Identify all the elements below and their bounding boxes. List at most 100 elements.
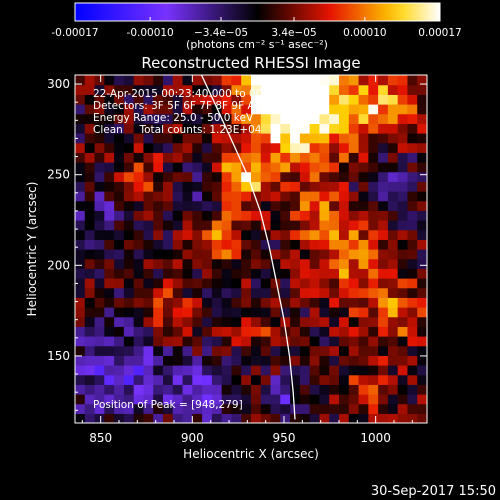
heatmap-cell: [378, 162, 389, 173]
heatmap-cell: [182, 336, 193, 347]
heatmap-cell: [231, 220, 242, 231]
heatmap-cell: [133, 133, 145, 144]
heatmap-cell: [378, 336, 389, 347]
heatmap-cell: [114, 326, 125, 337]
heatmap-cell: [221, 258, 233, 269]
heatmap-cell: [397, 239, 409, 250]
heatmap-cell: [339, 191, 350, 202]
heatmap-cell: [114, 113, 125, 124]
heatmap-cell: [368, 162, 379, 173]
heatmap-cell: [182, 365, 193, 376]
heatmap-cell: [211, 345, 223, 356]
heatmap-cell: [299, 123, 311, 134]
heatmap-cell: [348, 152, 360, 163]
heatmap-cell: [251, 133, 262, 144]
heatmap-cell: [339, 123, 350, 134]
heatmap-cell: [182, 413, 193, 423]
heatmap-cell: [211, 94, 223, 105]
heatmap-cell: [202, 220, 213, 231]
heatmap-cell: [251, 162, 262, 173]
heatmap-cell: [358, 336, 369, 347]
heatmap-cell: [75, 278, 86, 289]
heatmap-cell: [358, 287, 369, 298]
heatmap-cell: [241, 84, 252, 95]
heatmap-cell: [417, 258, 427, 269]
heatmap-cell: [94, 394, 105, 405]
heatmap-cell: [378, 210, 389, 221]
heatmap-cell: [339, 181, 350, 192]
heatmap-cell: [172, 239, 184, 250]
heatmap-cell: [123, 336, 135, 347]
heatmap-cell: [348, 345, 360, 356]
heatmap-cell: [270, 403, 281, 414]
heatmap-cell: [358, 171, 369, 182]
heatmap-cell: [163, 374, 174, 385]
heatmap-cell: [290, 123, 301, 134]
heatmap-cell: [290, 142, 301, 153]
heatmap-cell: [339, 365, 350, 376]
heatmap-cell: [397, 287, 409, 298]
heatmap-cell: [84, 365, 96, 376]
x-tick-label: 900: [181, 431, 204, 445]
heatmap-cell: [260, 374, 272, 385]
heatmap-cell: [368, 239, 379, 250]
heatmap-cell: [75, 162, 86, 173]
heatmap-cell: [114, 239, 125, 250]
heatmap-cell: [387, 84, 399, 95]
heatmap-cell: [172, 171, 184, 182]
heatmap-cell: [270, 210, 281, 221]
heatmap-cell: [133, 355, 145, 366]
heatmap-cell: [153, 152, 164, 163]
heatmap-cell: [329, 258, 340, 269]
heatmap-cell: [368, 171, 379, 182]
heatmap-cell: [407, 123, 418, 134]
heatmap-cell: [387, 287, 399, 298]
heatmap-cell: [211, 229, 223, 240]
heatmap-cell: [329, 152, 340, 163]
heatmap-cell: [211, 75, 223, 86]
heatmap-cell: [202, 142, 213, 153]
heatmap-cell: [290, 94, 301, 105]
heatmap-cell: [192, 413, 203, 423]
heatmap-cell: [104, 297, 115, 308]
heatmap-cell: [192, 191, 203, 202]
heatmap-cell: [143, 142, 154, 153]
heatmap-cell: [104, 113, 115, 124]
heatmap-cell: [241, 123, 252, 134]
heatmap-cell: [378, 94, 389, 105]
heatmap-cell: [163, 413, 174, 423]
chart-title: Reconstructed RHESSI Image: [141, 54, 360, 72]
heatmap-cell: [260, 200, 272, 211]
heatmap-cell: [153, 413, 164, 423]
heatmap-cell: [397, 365, 409, 376]
heatmap-cell: [114, 365, 125, 376]
heatmap-cell: [241, 210, 252, 221]
heatmap-cell: [84, 287, 96, 298]
heatmap-cell: [290, 268, 301, 279]
heatmap-cell: [358, 316, 369, 327]
heatmap-cell: [290, 152, 301, 163]
heatmap-cell: [417, 278, 427, 289]
heatmap-cell: [378, 200, 389, 211]
heatmap-cell: [84, 258, 96, 269]
heatmap-cell: [387, 316, 399, 327]
heatmap-cell: [309, 278, 321, 289]
heatmap-cell: [153, 365, 164, 376]
heatmap-cell: [202, 239, 213, 250]
heatmap-cell: [163, 123, 174, 134]
heatmap-cell: [407, 152, 418, 163]
heatmap-cell: [231, 355, 242, 366]
heatmap-cell: [290, 210, 301, 221]
heatmap-cell: [104, 162, 115, 173]
heatmap-cell: [299, 133, 311, 144]
heatmap-cell: [251, 297, 262, 308]
heatmap-cell: [329, 84, 340, 95]
heatmap-cell: [231, 200, 242, 211]
heatmap-cell: [260, 133, 272, 144]
heatmap-cell: [348, 94, 360, 105]
heatmap-cell: [309, 113, 321, 124]
heatmap-cell: [123, 113, 135, 124]
heatmap-cell: [358, 374, 369, 385]
heatmap-cell: [84, 345, 96, 356]
heatmap-cell: [397, 249, 409, 260]
